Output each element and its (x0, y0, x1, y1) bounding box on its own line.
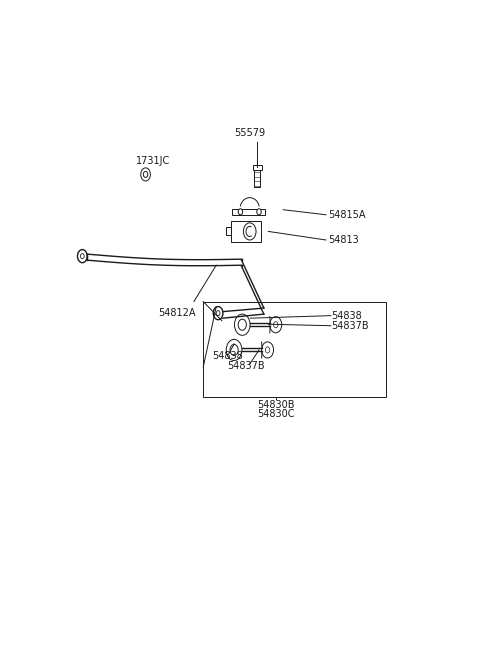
Text: 1731JC: 1731JC (136, 156, 170, 166)
Circle shape (238, 319, 246, 330)
Text: 54815A: 54815A (328, 210, 365, 220)
Circle shape (243, 223, 256, 240)
Circle shape (213, 307, 223, 320)
Text: 54830B: 54830B (257, 400, 295, 411)
Text: 54837B: 54837B (228, 361, 265, 371)
Circle shape (238, 209, 243, 215)
Bar (252, 165, 262, 170)
Circle shape (230, 345, 238, 356)
Bar (254, 170, 260, 187)
Bar (203, 301, 385, 398)
Text: 54813: 54813 (328, 235, 359, 245)
Text: 54838: 54838 (212, 351, 242, 361)
Circle shape (257, 209, 261, 215)
Bar (226, 227, 231, 235)
Circle shape (234, 314, 250, 335)
Bar (232, 209, 265, 215)
Bar (231, 221, 261, 242)
Text: 54830C: 54830C (257, 409, 295, 419)
Text: 55579: 55579 (234, 128, 265, 138)
Circle shape (77, 250, 87, 263)
Circle shape (262, 342, 274, 358)
Text: 54837B: 54837B (332, 321, 369, 331)
Text: 54812A: 54812A (158, 308, 196, 318)
Text: 54838: 54838 (332, 310, 362, 321)
Circle shape (226, 339, 242, 360)
Circle shape (270, 316, 282, 333)
